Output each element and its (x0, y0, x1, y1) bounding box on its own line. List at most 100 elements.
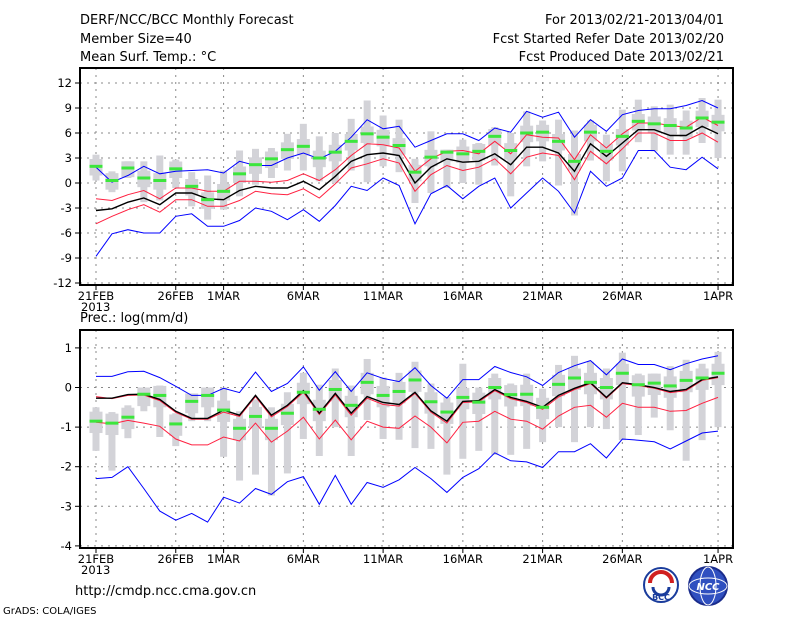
green-median-mark (536, 405, 550, 409)
ensemble-range-bar (586, 361, 594, 428)
green-median-mark (105, 179, 119, 183)
ensemble-range-bar (475, 143, 483, 185)
green-median-mark (344, 139, 358, 143)
ensemble-range-bar (347, 385, 355, 457)
green-median-mark (121, 415, 135, 419)
plot-frame (79, 329, 734, 549)
green-median-mark (552, 382, 566, 386)
green-median-mark (264, 426, 278, 430)
ncc-logo-text: NCC (696, 582, 720, 593)
green-median-mark (89, 164, 103, 168)
ensemble-range-bar (252, 399, 259, 475)
green-median-mark (504, 393, 518, 397)
green-median-mark (105, 421, 119, 425)
ensemble-range-bar (427, 383, 435, 449)
y-tick-label: -3 (61, 499, 72, 513)
ensemble-range-bar (650, 373, 658, 418)
ensemble-range-bar (475, 387, 483, 451)
forecast-period: For 2013/02/21-2013/04/01 (545, 13, 724, 28)
green-median-mark (249, 163, 262, 167)
x-tick-label: 16MAR (443, 289, 483, 303)
ncc-logo: NCC (688, 566, 728, 606)
x-tick-label: 6MAR (287, 552, 320, 566)
green-median-mark (711, 120, 725, 124)
green-median-mark (392, 389, 406, 393)
source-url[interactable]: http://cmdp.ncc.cma.gov.cn (75, 584, 256, 599)
green-median-mark (599, 386, 613, 389)
green-median-mark (568, 159, 581, 163)
ensemble-range-bar (267, 407, 275, 496)
ensemble-range-bar (491, 127, 499, 166)
green-median-mark (185, 184, 199, 188)
plot-frame (79, 67, 734, 286)
green-median-mark (312, 407, 326, 411)
x-tick-label: 1MAR (207, 552, 240, 566)
green-median-mark (137, 392, 151, 396)
ensemble-range-bar (698, 363, 706, 441)
x-tick-label: 1APR (703, 289, 733, 303)
y-tick-label: 12 (57, 76, 72, 90)
figure-title: DERF/NCC/BCC Monthly Forecast (80, 13, 294, 28)
green-median-mark (440, 150, 454, 154)
green-median-mark (488, 386, 502, 389)
x-tick-label: 21FEB (78, 289, 115, 303)
fcst-produced-date: Fcst Produced Date 2013/02/21 (519, 50, 724, 65)
green-median-mark (440, 410, 454, 414)
series-line-blue-upper (95, 99, 719, 183)
green-median-mark (456, 395, 470, 399)
green-median-mark (488, 134, 502, 138)
green-median-mark (121, 166, 135, 170)
green-median-mark (647, 381, 661, 385)
green-median-mark (583, 380, 597, 384)
green-median-mark (520, 392, 534, 396)
green-median-mark (631, 119, 645, 123)
x-tick-label: 11MAR (363, 289, 403, 303)
x-tick-label: 21FEB (78, 552, 115, 566)
bottom-chart-title: Prec.: log(mm/d) (80, 311, 188, 326)
green-median-mark (185, 399, 199, 403)
green-median-mark (615, 371, 629, 375)
green-median-mark (233, 172, 247, 176)
green-median-mark (360, 132, 374, 136)
y-tick-label: -12 (53, 276, 72, 290)
x-tick-label: 1APR (703, 552, 733, 566)
ensemble-range-bar (236, 411, 244, 481)
x-tick-year: 2013 (81, 563, 110, 577)
ensemble-range-bar (571, 355, 578, 443)
green-median-mark (89, 419, 103, 423)
green-median-mark (695, 376, 709, 380)
x-tick-label: 21MAR (522, 552, 562, 566)
ensemble-range-bar (459, 363, 467, 459)
y-tick-label: 0 (65, 176, 72, 190)
green-median-mark (472, 149, 486, 153)
green-median-mark (615, 134, 629, 138)
green-median-mark (312, 156, 326, 160)
series-line-ensemble-mean (95, 125, 719, 212)
member-size: Member Size=40 (80, 32, 192, 47)
green-median-mark (137, 176, 151, 180)
green-median-mark (360, 380, 374, 384)
green-median-mark (328, 387, 342, 391)
ensemble-range-bar (379, 377, 387, 439)
x-tick-label: 26MAR (602, 289, 642, 303)
x-tick-label: 6MAR (287, 289, 320, 303)
x-tick-label: 11MAR (363, 552, 403, 566)
green-median-mark (280, 148, 294, 152)
green-median-mark (296, 390, 310, 394)
green-median-mark (217, 189, 231, 193)
grads-credit: GrADS: COLA/IGES (3, 606, 97, 617)
green-median-mark (679, 126, 693, 130)
y-tick-label: 1 (65, 341, 72, 355)
green-median-mark (536, 130, 550, 134)
green-median-mark (520, 131, 534, 135)
series-line-blue-upper (96, 355, 719, 399)
ensemble-range-bar (443, 149, 451, 188)
series-line-ensemble-mean (96, 376, 719, 423)
series-line-red-upper (95, 116, 719, 202)
ensemble-quartile-box (201, 387, 215, 408)
green-median-mark (376, 393, 390, 397)
x-tick-label: 16MAR (443, 552, 483, 566)
green-median-mark (679, 378, 693, 382)
